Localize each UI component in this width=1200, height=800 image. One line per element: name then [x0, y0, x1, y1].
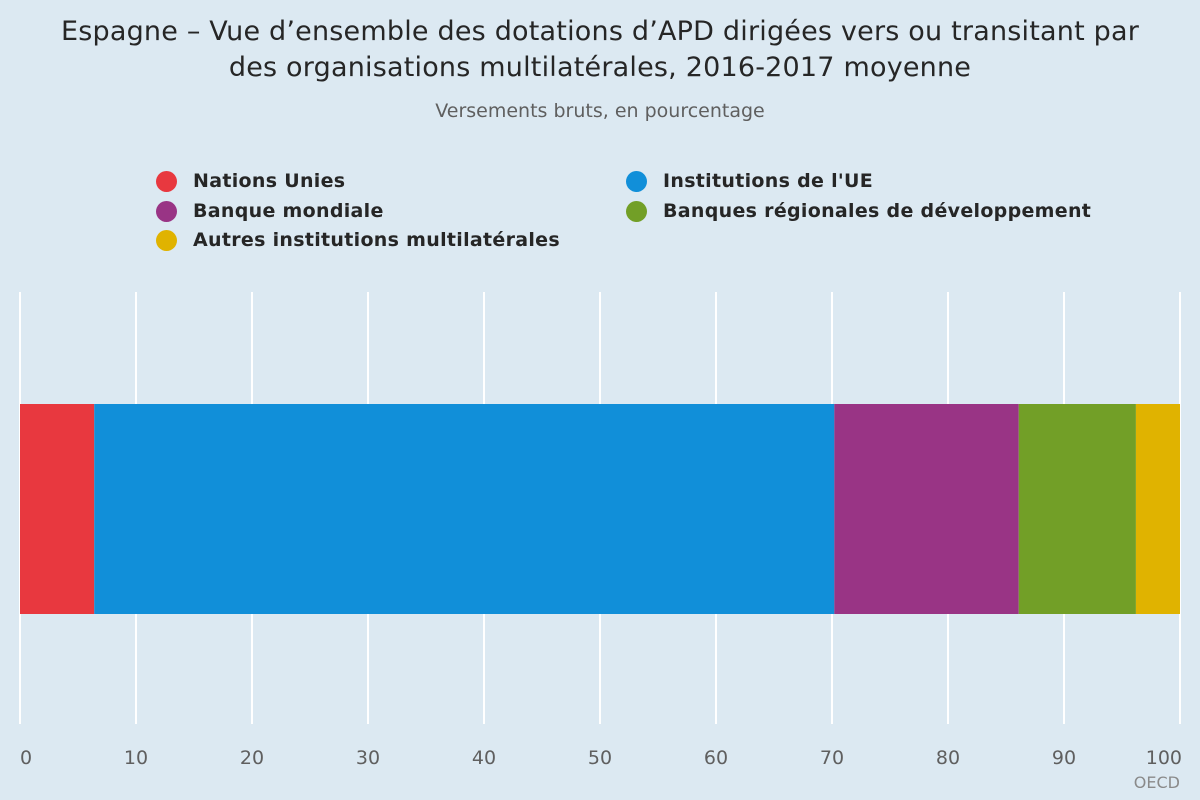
legend-item-nations-unies[interactable]: Nations Unies — [156, 169, 345, 193]
bar-segment-4[interactable] — [1135, 404, 1180, 614]
bar-segment-3[interactable] — [1018, 404, 1136, 614]
x-tick-label-70: 70 — [820, 747, 844, 769]
x-tick-label-10: 10 — [124, 747, 148, 769]
legend-swatch-banques-regionales — [626, 200, 647, 222]
legend-swatch-nations-unies — [156, 170, 177, 192]
x-tick-label-0: 0 — [20, 747, 32, 769]
legend-label-nations-unies: Nations Unies — [193, 170, 346, 192]
x-axis-tick-labels: 0 10 20 30 40 50 60 70 80 90 100 — [20, 747, 1182, 769]
legend-swatch-institutions-ue — [626, 170, 647, 192]
legend-label-autres-institutions: Autres institutions multilatérales — [193, 229, 560, 251]
x-tick-label-40: 40 — [472, 747, 496, 769]
legend-label-institutions-ue: Institutions de l'UE — [663, 170, 874, 192]
bar-segment-1[interactable] — [94, 404, 835, 614]
bar-segment-2[interactable] — [834, 404, 1019, 614]
x-tick-label-20: 20 — [240, 747, 264, 769]
bar-segment-0[interactable] — [20, 404, 95, 614]
legend-label-banque-mondiale: Banque mondiale — [193, 200, 384, 222]
x-tick-label-90: 90 — [1052, 747, 1076, 769]
chart-subtitle: Versements bruts, en pourcentage — [435, 100, 765, 122]
legend-item-autres-institutions[interactable]: Autres institutions multilatérales — [156, 228, 560, 252]
legend-label-banques-regionales: Banques régionales de développement — [663, 200, 1092, 222]
x-tick-label-30: 30 — [356, 747, 380, 769]
x-tick-label-50: 50 — [588, 747, 612, 769]
source-label: OECD — [1133, 773, 1180, 792]
legend-swatch-autres-institutions — [156, 229, 177, 251]
chart-title-line-1: Espagne – Vue d’ensemble des dotations d… — [60, 16, 1140, 47]
legend-item-banque-mondiale[interactable]: Banque mondiale — [156, 199, 384, 223]
x-tick-label-60: 60 — [704, 747, 728, 769]
chart-title: Espagne – Vue d’ensemble des dotations d… — [0, 14, 1200, 86]
x-tick-label-80: 80 — [936, 747, 960, 769]
legend-swatch-banque-mondiale — [156, 200, 177, 222]
legend-item-banques-regionales[interactable]: Banques régionales de développement — [626, 199, 1091, 223]
chart-title-line-2: des organisations multilatérales, 2016-2… — [228, 52, 972, 83]
bar-segments — [20, 404, 1180, 614]
x-tick-label-100: 100 — [1146, 747, 1182, 769]
legend-item-institutions-ue[interactable]: Institutions de l'UE — [626, 169, 873, 193]
